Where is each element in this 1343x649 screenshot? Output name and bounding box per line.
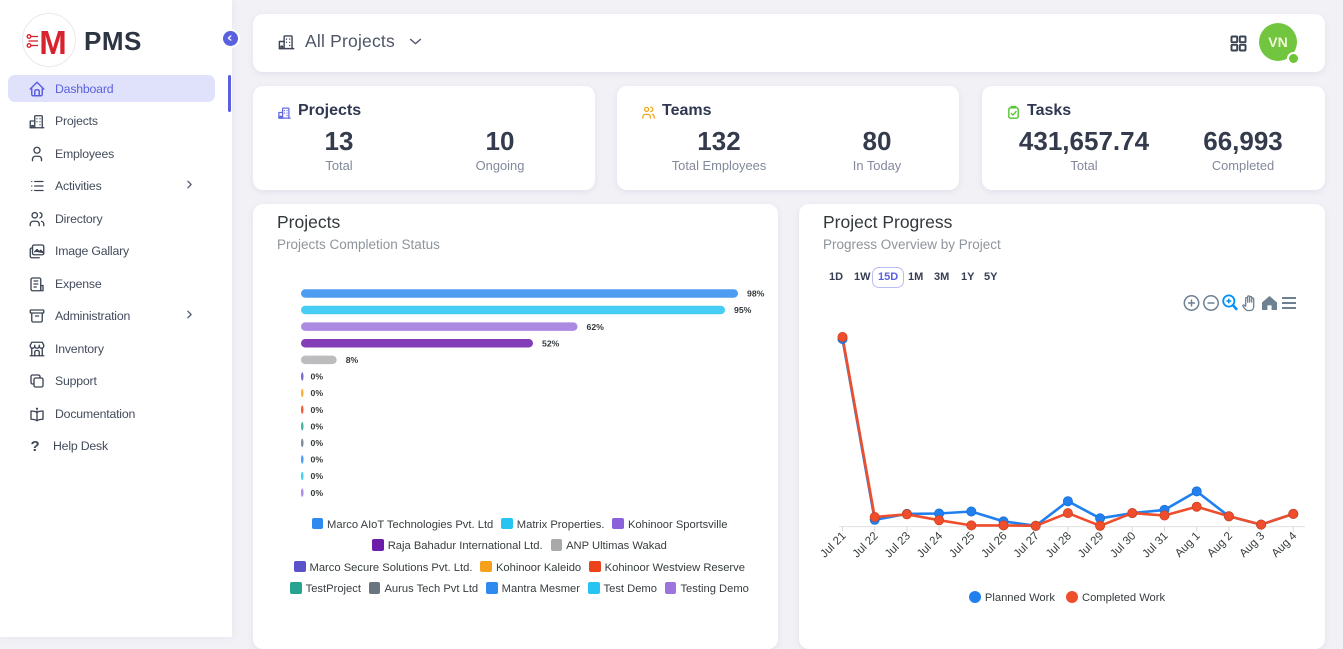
svg-text:Aug 2: Aug 2 bbox=[1205, 530, 1235, 560]
svg-text:Jul 25: Jul 25 bbox=[947, 530, 977, 560]
svg-text:Aug 3: Aug 3 bbox=[1237, 530, 1267, 560]
svg-text:62%: 62% bbox=[587, 322, 605, 332]
svg-text:0%: 0% bbox=[311, 388, 324, 398]
svg-text:Jul 26: Jul 26 bbox=[979, 530, 1009, 560]
svg-text:Jul 24: Jul 24 bbox=[915, 530, 946, 561]
svg-text:Jul 22: Jul 22 bbox=[851, 530, 881, 560]
svg-text:Aug 4: Aug 4 bbox=[1270, 530, 1300, 560]
svg-text:Jul 23: Jul 23 bbox=[883, 530, 913, 560]
svg-text:8%: 8% bbox=[346, 355, 359, 365]
svg-text:Jul 29: Jul 29 bbox=[1076, 530, 1106, 560]
svg-text:0%: 0% bbox=[311, 421, 324, 431]
svg-text:0%: 0% bbox=[311, 372, 324, 382]
svg-text:M: M bbox=[39, 24, 67, 61]
svg-text:95%: 95% bbox=[734, 305, 752, 315]
svg-text:52%: 52% bbox=[542, 338, 560, 348]
svg-text:0%: 0% bbox=[311, 455, 324, 465]
svg-text:0%: 0% bbox=[311, 471, 324, 481]
svg-text:0%: 0% bbox=[311, 488, 324, 498]
svg-text:Jul 28: Jul 28 bbox=[1044, 530, 1074, 560]
svg-text:Aug 1: Aug 1 bbox=[1173, 530, 1203, 560]
svg-text:0%: 0% bbox=[311, 405, 324, 415]
svg-text:0%: 0% bbox=[311, 438, 324, 448]
svg-text:Jul 27: Jul 27 bbox=[1012, 530, 1042, 560]
svg-text:Jul 31: Jul 31 bbox=[1140, 530, 1170, 560]
svg-text:98%: 98% bbox=[747, 289, 765, 299]
svg-text:Jul 30: Jul 30 bbox=[1108, 530, 1138, 560]
svg-text:Jul 21: Jul 21 bbox=[818, 530, 848, 560]
